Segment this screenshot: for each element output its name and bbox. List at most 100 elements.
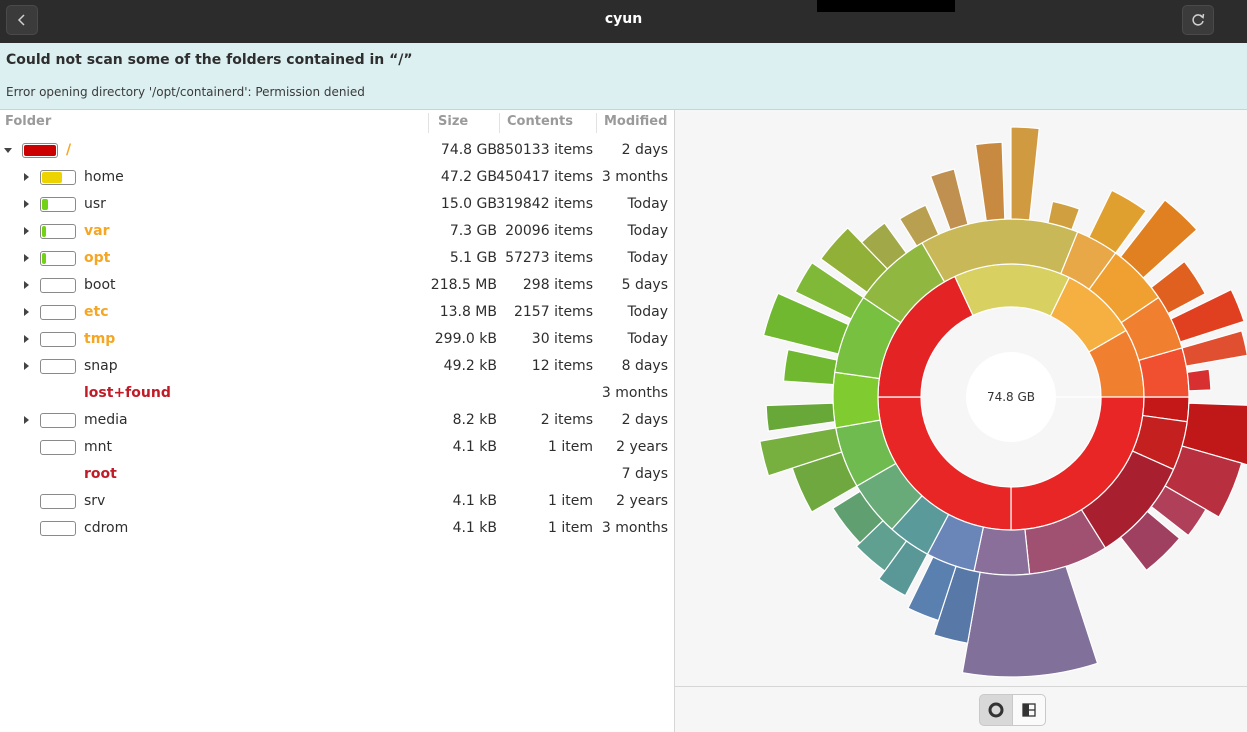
tree-row[interactable]: usr 15.0 GB 319842 items Today xyxy=(0,191,674,218)
usage-bar-fill xyxy=(42,226,46,237)
folder-name: mnt xyxy=(84,439,112,455)
folder-name: boot xyxy=(84,277,116,293)
ring-spike[interactable] xyxy=(1150,260,1207,315)
folder-contents: 30 items xyxy=(531,331,593,347)
ring-spike[interactable] xyxy=(1088,189,1148,254)
column-header-modified[interactable]: Modified xyxy=(604,114,668,129)
column-header-contents[interactable]: Contents xyxy=(507,114,573,129)
column-header-size[interactable]: Size xyxy=(438,114,469,129)
folder-contents: 2 items xyxy=(540,412,593,428)
reload-button[interactable] xyxy=(1182,5,1214,35)
ring-spike[interactable] xyxy=(759,427,843,477)
tree-row[interactable]: home 47.2 GB 450417 items 3 months xyxy=(0,164,674,191)
tree-row[interactable]: media 8.2 kB 2 items 2 days xyxy=(0,407,674,434)
usage-bar-fill xyxy=(42,253,46,264)
ring-spike[interactable] xyxy=(762,292,850,355)
usage-bar xyxy=(40,332,76,347)
back-button[interactable] xyxy=(6,5,38,35)
expander-closed-icon[interactable] xyxy=(24,200,29,208)
expander-closed-icon[interactable] xyxy=(24,335,29,343)
folder-size: 4.1 kB xyxy=(452,493,497,509)
folder-modified: Today xyxy=(627,223,669,239)
tree-row[interactable]: cdrom 4.1 kB 1 item 3 months xyxy=(0,515,674,542)
folder-modified: 3 months xyxy=(601,520,668,536)
folder-size: 4.1 kB xyxy=(452,520,497,536)
ring-center[interactable] xyxy=(966,352,1056,442)
tree-row[interactable]: lost+found 3 months xyxy=(0,380,674,407)
folder-size: 47.2 GB xyxy=(440,169,497,185)
expander-closed-icon[interactable] xyxy=(24,416,29,424)
folder-name: / xyxy=(66,142,72,158)
folder-contents: 450417 items xyxy=(496,169,593,185)
ring-spike[interactable] xyxy=(898,204,940,247)
tree-row[interactable]: / 74.8 GB 850133 items 2 days xyxy=(0,137,674,164)
title-decoration xyxy=(817,0,955,12)
column-header-folder[interactable]: Folder xyxy=(5,114,52,129)
folder-contents: 57273 items xyxy=(505,250,593,266)
ring-spike[interactable] xyxy=(1010,126,1040,221)
header-bar: cyun xyxy=(0,0,1247,44)
folder-contents: 20096 items xyxy=(505,223,593,239)
tree-row[interactable]: snap 49.2 kB 12 items 8 days xyxy=(0,353,674,380)
ring-spike[interactable] xyxy=(961,565,1099,678)
expander-closed-icon[interactable] xyxy=(24,281,29,289)
folder-name: media xyxy=(84,412,128,428)
usage-bar xyxy=(40,440,76,455)
folder-size: 49.2 kB xyxy=(443,358,497,374)
ring-segment[interactable] xyxy=(832,371,881,429)
folder-modified: 2 days xyxy=(621,142,668,158)
expander-closed-icon[interactable] xyxy=(24,227,29,235)
ring-spike[interactable] xyxy=(1119,199,1198,279)
tree-row[interactable]: root 7 days xyxy=(0,461,674,488)
ring-chart-view-button[interactable] xyxy=(979,694,1013,726)
usage-bar xyxy=(40,359,76,374)
ring-spike[interactable] xyxy=(1047,200,1081,231)
ring-spike[interactable] xyxy=(1186,368,1212,392)
reload-icon xyxy=(1192,13,1205,26)
tree-row[interactable]: var 7.3 GB 20096 items Today xyxy=(0,218,674,245)
ring-spike[interactable] xyxy=(1170,288,1245,343)
folder-modified: Today xyxy=(627,331,669,347)
folder-name: usr xyxy=(84,196,106,212)
treemap-icon xyxy=(1022,703,1036,717)
folder-modified: 2 years xyxy=(616,493,668,509)
tree-row[interactable]: opt 5.1 GB 57273 items Today xyxy=(0,245,674,272)
tree-row[interactable]: srv 4.1 kB 1 item 2 years xyxy=(0,488,674,515)
folder-name: root xyxy=(84,466,117,482)
ring-chart[interactable]: 74.8 GB xyxy=(675,110,1247,686)
folder-modified: Today xyxy=(627,196,669,212)
window-title: cyun xyxy=(604,11,643,27)
ring-spike[interactable] xyxy=(1119,510,1181,572)
expander-closed-icon[interactable] xyxy=(24,308,29,316)
folder-size: 5.1 GB xyxy=(449,250,497,266)
folder-contents: 298 items xyxy=(522,277,593,293)
info-bar: Could not scan some of the folders conta… xyxy=(0,43,1247,110)
expander-closed-icon[interactable] xyxy=(24,254,29,262)
ring-spike[interactable] xyxy=(974,141,1006,222)
ring-spike[interactable] xyxy=(1150,485,1207,537)
ring-chart-icon xyxy=(988,702,1004,718)
ring-spike[interactable] xyxy=(860,222,908,270)
expander-closed-icon[interactable] xyxy=(24,362,29,370)
tree-row[interactable]: mnt 4.1 kB 1 item 2 years xyxy=(0,434,674,461)
usage-bar xyxy=(40,251,76,266)
folder-name: opt xyxy=(84,250,111,266)
tree-row[interactable]: tmp 299.0 kB 30 items Today xyxy=(0,326,674,353)
ring-spike[interactable] xyxy=(907,556,957,622)
usage-bar-fill xyxy=(24,145,56,156)
folder-size: 218.5 MB xyxy=(430,277,497,293)
tree-row[interactable]: boot 218.5 MB 298 items 5 days xyxy=(0,272,674,299)
tree-row[interactable]: etc 13.8 MB 2157 items Today xyxy=(0,299,674,326)
expander-open-icon[interactable] xyxy=(4,148,12,153)
ring-spike[interactable] xyxy=(794,261,865,320)
folder-modified: 3 months xyxy=(601,385,668,401)
ring-spike[interactable] xyxy=(765,402,836,432)
folder-contents: 319842 items xyxy=(496,196,593,212)
ring-segment[interactable] xyxy=(953,263,1071,317)
ring-spike[interactable] xyxy=(1181,330,1247,367)
ring-spike[interactable] xyxy=(832,490,884,544)
ring-spike[interactable] xyxy=(929,168,969,231)
expander-closed-icon[interactable] xyxy=(24,173,29,181)
ring-spike[interactable] xyxy=(782,348,838,386)
treemap-view-button[interactable] xyxy=(1012,694,1046,726)
